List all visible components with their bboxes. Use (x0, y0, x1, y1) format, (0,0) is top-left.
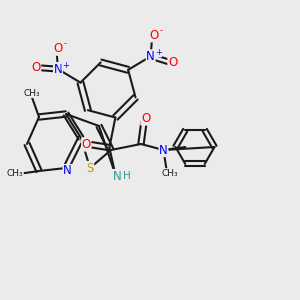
Text: -: - (63, 39, 66, 48)
Text: S: S (86, 161, 94, 175)
Text: +: + (155, 48, 162, 57)
Text: +: + (62, 61, 69, 70)
Text: N: N (112, 169, 121, 182)
Text: O: O (82, 138, 91, 151)
Text: O: O (53, 42, 63, 55)
Text: N: N (54, 63, 62, 76)
Text: CH₃: CH₃ (23, 88, 40, 98)
Text: O: O (32, 61, 41, 74)
Text: N: N (63, 164, 72, 178)
Text: H: H (123, 171, 131, 181)
Text: N: N (159, 143, 168, 157)
Text: O: O (149, 29, 158, 42)
Text: O: O (168, 56, 177, 69)
Text: O: O (141, 112, 150, 125)
Text: CH₃: CH₃ (161, 169, 178, 178)
Text: N: N (146, 50, 155, 63)
Text: CH₃: CH₃ (7, 169, 23, 178)
Text: -: - (160, 26, 163, 35)
